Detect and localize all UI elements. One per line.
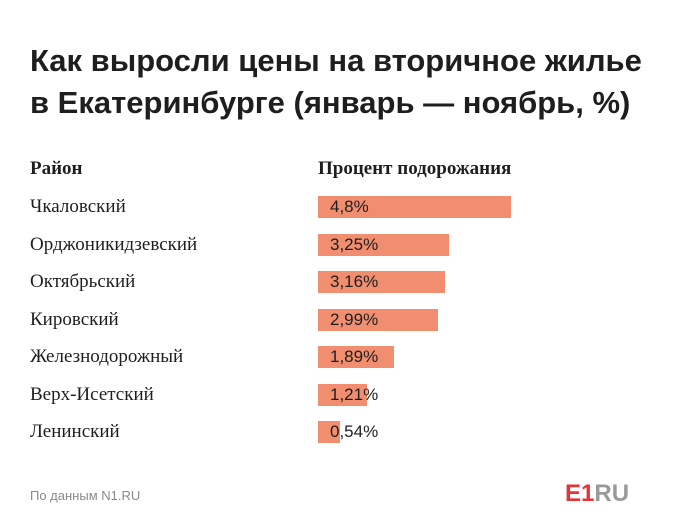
e1-logo: E1 RU bbox=[565, 480, 630, 507]
district-label: Кировский bbox=[30, 309, 119, 330]
column-header-district: Район bbox=[30, 158, 83, 179]
district-label: Ленинский bbox=[30, 421, 120, 442]
bar bbox=[318, 271, 445, 293]
bar bbox=[318, 309, 438, 331]
bar-value-label: 1,21% bbox=[330, 385, 379, 404]
logo-e1-text: E1 bbox=[565, 480, 595, 507]
district-label: Чкаловский bbox=[30, 196, 126, 217]
chart-title: Как выросли цены на вторичное жилье в Ек… bbox=[30, 40, 670, 124]
bar-value-label: 3,16% bbox=[330, 272, 379, 291]
bar bbox=[318, 421, 340, 443]
district-label: Железнодорожный bbox=[30, 346, 184, 367]
bar-value-label: 4,8% bbox=[330, 197, 369, 216]
bar-value-label: 3,25% bbox=[330, 235, 379, 254]
bar-value-label: 0,54% bbox=[330, 422, 379, 441]
district-label: Октябрьский bbox=[30, 271, 136, 292]
bar bbox=[318, 346, 394, 368]
bar-value-label: 2,99% bbox=[330, 310, 379, 329]
bar bbox=[318, 234, 449, 256]
bar bbox=[318, 196, 511, 218]
source-note: По данным N1.RU bbox=[30, 488, 141, 503]
bar-value-label: 1,89% bbox=[330, 347, 379, 366]
chart-title-line-2: в Екатеринбурге (январь — ноябрь, %) bbox=[30, 85, 631, 120]
logo-ru-text: RU bbox=[594, 480, 630, 507]
district-label: Верх-Исетский bbox=[30, 384, 154, 405]
chart-title-line-1: Как выросли цены на вторичное жилье bbox=[30, 43, 642, 78]
bar bbox=[318, 384, 367, 406]
district-label: Орджоникидзевский bbox=[30, 234, 198, 255]
column-header-percent: Процент подорожания bbox=[318, 158, 512, 179]
